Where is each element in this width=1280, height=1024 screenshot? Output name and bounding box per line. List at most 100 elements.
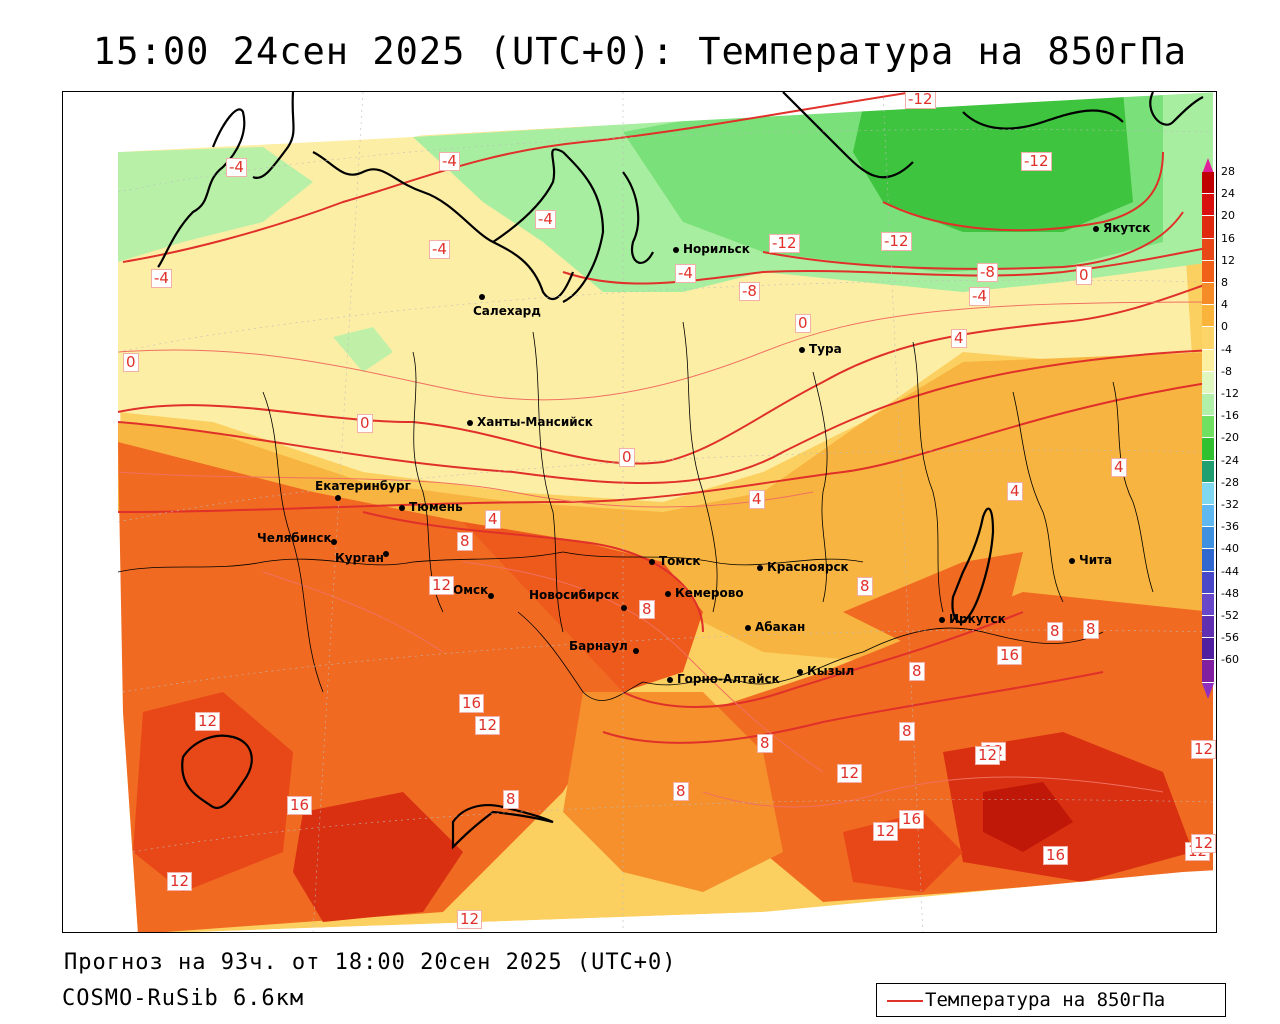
colorbar-tick-label: -40 bbox=[1221, 542, 1239, 556]
contour-label: 4 bbox=[951, 329, 967, 348]
contour-label: 0 bbox=[795, 314, 811, 333]
city-dot bbox=[621, 604, 627, 611]
city-dot bbox=[797, 668, 803, 675]
contour-label: -12 bbox=[881, 232, 912, 251]
colorbar-segment bbox=[1202, 327, 1214, 350]
city-label: Кемерово bbox=[675, 586, 744, 600]
city-salekhard bbox=[479, 289, 489, 303]
contour-label: 12 bbox=[837, 764, 863, 783]
contour-label: 8 bbox=[857, 577, 873, 596]
model-name: COSMO-RuSib 6.6км bbox=[62, 986, 305, 1011]
colorbar-tick-label: 12 bbox=[1221, 253, 1235, 267]
contour-label: -12 bbox=[1021, 152, 1052, 171]
city-label: Чита bbox=[1079, 553, 1113, 567]
isotherm-contours bbox=[117, 92, 1214, 744]
contour-label: -4 bbox=[226, 158, 247, 177]
colorbar-top-arrow bbox=[1202, 158, 1214, 174]
contour-label: 0 bbox=[619, 448, 635, 467]
city-kyzyl: Кызыл bbox=[797, 664, 854, 678]
city-kurgan-label: Курган bbox=[335, 551, 384, 565]
contour-label: 8 bbox=[909, 662, 925, 681]
city-tura: Тура bbox=[799, 342, 842, 356]
city-omsk bbox=[488, 588, 498, 602]
colorbar-tick-label: 16 bbox=[1221, 231, 1235, 245]
city-kemerovo: Кемерово bbox=[665, 586, 744, 600]
contour-label: 12 bbox=[195, 712, 221, 731]
colorbar-tick-label: -60 bbox=[1221, 653, 1239, 667]
contour-label: 8 bbox=[457, 532, 473, 551]
city-yakutsk: Якутск bbox=[1093, 221, 1150, 235]
city-label: Тура bbox=[809, 342, 842, 356]
city-label: Горно-Алтайск bbox=[677, 672, 780, 686]
colorbar-tick-label: -44 bbox=[1221, 564, 1239, 578]
colorbar-tick-label: 24 bbox=[1221, 187, 1235, 201]
contour-label: -12 bbox=[905, 92, 936, 109]
contour-label: -8 bbox=[977, 263, 998, 282]
city-norilsk: Норильск bbox=[673, 242, 750, 256]
contour-label: -4 bbox=[969, 287, 990, 306]
city-dot bbox=[667, 676, 673, 683]
city-kurgan bbox=[383, 546, 393, 560]
contour-label: -4 bbox=[675, 264, 696, 283]
city-label: Красноярск bbox=[767, 560, 849, 574]
city-dot bbox=[673, 246, 679, 253]
contour-label: 0 bbox=[357, 414, 373, 433]
city-label: Ханты-Мансийск bbox=[477, 415, 593, 429]
colorbar-segment bbox=[1202, 616, 1214, 639]
colorbar-segment bbox=[1202, 527, 1214, 550]
city-dot bbox=[383, 550, 389, 557]
colorbar-segment bbox=[1202, 194, 1214, 217]
contour-label: 0 bbox=[1076, 266, 1092, 285]
contour-label: 8 bbox=[503, 790, 519, 809]
colorbar-segment bbox=[1202, 305, 1214, 328]
contour-label: 16 bbox=[1043, 846, 1069, 865]
colorbar-tick-label: 0 bbox=[1221, 320, 1228, 334]
city-abakan: Абакан bbox=[745, 620, 805, 634]
city-dot bbox=[745, 624, 751, 631]
colorbar-segment bbox=[1202, 660, 1214, 683]
contour-label: 8 bbox=[639, 600, 655, 619]
city-label: Норильск bbox=[683, 242, 750, 256]
colorbar-tick-label: -56 bbox=[1221, 631, 1239, 645]
contour-label: 8 bbox=[1083, 620, 1099, 639]
city-gorno-altaysk: Горно-Алтайск bbox=[667, 672, 780, 686]
city-chita: Чита bbox=[1069, 553, 1112, 567]
city-dot bbox=[799, 346, 805, 353]
city-dot bbox=[331, 538, 337, 545]
city-novosibirsk-label: Новосибирск bbox=[529, 588, 620, 602]
contour-label: 16 bbox=[899, 810, 925, 829]
geographic-boundaries bbox=[157, 92, 1204, 850]
city-krasnoyarsk: Красноярск bbox=[757, 560, 849, 574]
contour-label: -12 bbox=[769, 234, 800, 253]
forecast-info: Прогноз на 93ч. от 18:00 20сен 2025 (UTC… bbox=[64, 950, 677, 975]
city-yekaterinburg-label: Екатеринбург bbox=[315, 479, 411, 493]
city-yekaterinburg bbox=[335, 490, 345, 504]
graticule bbox=[117, 92, 1214, 932]
map-canvas bbox=[63, 92, 1216, 932]
city-label: Якутск bbox=[1103, 221, 1151, 235]
colorbar-segment bbox=[1202, 260, 1214, 283]
city-label: Иркутск bbox=[949, 612, 1006, 626]
contour-label: 4 bbox=[485, 510, 501, 529]
colorbar-segment bbox=[1202, 371, 1214, 394]
colorbar-segment bbox=[1202, 283, 1214, 306]
contour-label: 4 bbox=[1111, 458, 1127, 477]
contour-label: 12 bbox=[167, 872, 193, 891]
contour-label: -8 bbox=[739, 282, 760, 301]
city-khanty-mansiysk: Ханты-Мансийск bbox=[467, 415, 593, 429]
city-barnaul-label: Барнаул bbox=[569, 639, 628, 653]
city-salekhard-label: Салехард bbox=[473, 304, 541, 318]
city-dot bbox=[939, 616, 945, 623]
colorbar-tick-label: -24 bbox=[1221, 453, 1239, 467]
temperature-field bbox=[118, 92, 1213, 932]
colorbar-segment bbox=[1202, 394, 1214, 417]
contour-label: 16 bbox=[997, 646, 1023, 665]
no-data-mask bbox=[63, 92, 1216, 932]
colorbar-segment bbox=[1202, 172, 1214, 195]
colorbar-tick-label: -12 bbox=[1221, 387, 1239, 400]
city-barnaul bbox=[633, 643, 643, 657]
colorbar-segment bbox=[1202, 549, 1214, 572]
contour-label: 12 bbox=[429, 576, 455, 595]
contour-label: 12 bbox=[873, 822, 899, 841]
contour-label: 4 bbox=[749, 490, 765, 509]
